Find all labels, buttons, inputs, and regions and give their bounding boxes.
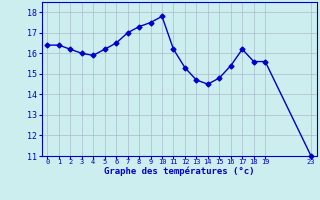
X-axis label: Graphe des températures (°c): Graphe des températures (°c) <box>104 166 254 176</box>
